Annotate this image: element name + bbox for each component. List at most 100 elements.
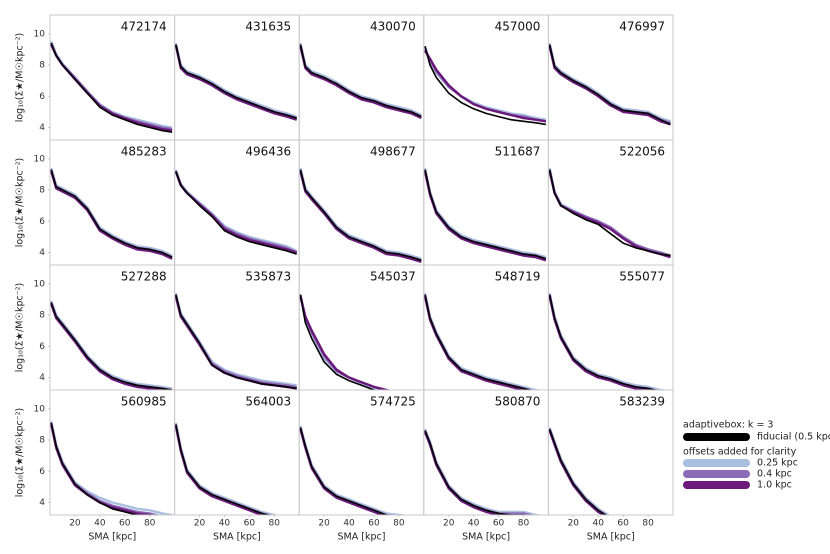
profile-line <box>299 44 422 118</box>
panel <box>548 292 669 390</box>
y-tick-label: 8 <box>39 311 45 321</box>
x-tick-label: 60 <box>493 519 505 529</box>
x-axis-label: SMA [kpc] <box>88 532 136 543</box>
panel-frame <box>49 14 176 141</box>
profile-line <box>548 428 608 515</box>
y-tick-label: 4 <box>39 373 45 383</box>
panel-title: 511687 <box>495 145 541 159</box>
profile-line <box>548 171 671 259</box>
x-axis-label: SMA [kpc] <box>462 532 510 543</box>
panel-title: 535873 <box>245 270 291 284</box>
profile-line <box>50 167 173 257</box>
x-tick-label: 80 <box>642 519 654 529</box>
y-axis-label: log₁₀(Σ★/M☉kpc⁻²) <box>15 158 26 248</box>
profile-line <box>299 427 393 515</box>
profile-line <box>50 302 173 390</box>
profile-line <box>548 169 671 257</box>
x-axis-label: SMA [kpc] <box>338 532 386 543</box>
profile-line <box>548 294 658 390</box>
panel-title: 522056 <box>619 145 665 159</box>
panel-frame <box>423 389 549 516</box>
x-tick-label: 20 <box>568 519 580 529</box>
profile-line <box>423 50 547 123</box>
y-tick-label: 8 <box>39 186 45 196</box>
panel <box>299 294 392 390</box>
profile-line <box>299 169 422 262</box>
legend-label: 1.0 kpc <box>757 480 792 491</box>
x-axis-label: SMA [kpc] <box>213 532 261 543</box>
profile-line <box>548 44 671 126</box>
y-tick-label: 4 <box>39 123 45 133</box>
profile-line <box>50 44 173 132</box>
profile-line <box>50 42 173 133</box>
profile-line <box>423 171 547 262</box>
profile-line <box>423 428 544 515</box>
profile-line <box>174 425 267 515</box>
x-tick-label: 40 <box>219 519 231 529</box>
panel-title: 476997 <box>619 20 665 34</box>
y-tick-label: 10 <box>34 29 46 39</box>
x-tick-label: 60 <box>244 519 256 529</box>
panel-title: 548719 <box>495 270 541 284</box>
panel-frame <box>547 139 674 266</box>
y-tick-label: 6 <box>39 467 45 477</box>
profile-line <box>423 430 535 515</box>
profile-line <box>299 294 378 390</box>
profile-line <box>50 170 173 260</box>
profile-line <box>50 42 173 131</box>
panel-title: 580870 <box>495 395 541 409</box>
panel <box>174 169 298 255</box>
y-tick-label: 6 <box>39 342 45 352</box>
x-tick-label: 40 <box>468 519 480 529</box>
x-tick-label: 20 <box>443 519 455 529</box>
x-tick-label: 20 <box>69 519 81 529</box>
panel-frame <box>298 264 425 391</box>
panel-frame <box>49 389 176 516</box>
x-axis-label: SMA [kpc] <box>587 532 635 543</box>
x-tick-label: 80 <box>269 519 281 529</box>
x-tick-label: 40 <box>94 519 106 529</box>
profile-line <box>50 169 173 259</box>
profile-line <box>175 44 297 119</box>
panel <box>50 300 173 390</box>
panel-title: 527288 <box>121 270 167 284</box>
profile-line <box>548 167 671 257</box>
panel-title: 583239 <box>619 395 665 409</box>
panel <box>299 167 422 264</box>
profile-line <box>174 44 298 120</box>
x-tick-label: 80 <box>393 519 405 529</box>
profile-line <box>548 292 669 390</box>
panel-title: 545037 <box>370 270 416 284</box>
x-tick-label: 80 <box>144 519 156 529</box>
panel-frame <box>423 264 549 391</box>
panel-frame <box>547 264 674 391</box>
panel-title: 555077 <box>619 270 665 284</box>
profile-line <box>423 292 544 390</box>
panel <box>548 42 671 126</box>
panel-title: 431635 <box>245 20 291 34</box>
panel-frame <box>49 264 176 391</box>
panel-frame <box>49 139 176 266</box>
panel <box>423 292 544 390</box>
profile-line <box>548 428 608 515</box>
panel-frame <box>547 389 674 516</box>
profile-line <box>299 46 422 120</box>
panel <box>50 41 173 133</box>
y-axis-label: log₁₀(Σ★/M☉kpc⁻²) <box>15 283 26 373</box>
y-tick-label: 10 <box>34 404 46 414</box>
profile-line <box>174 170 298 254</box>
profile-line <box>175 294 297 390</box>
y-axis-label: log₁₀(Σ★/M☉kpc⁻²) <box>15 408 26 498</box>
profile-line <box>50 300 173 390</box>
profile-line <box>548 427 611 515</box>
profile-line <box>424 294 533 390</box>
profile-line <box>548 430 606 515</box>
panel-title: 457000 <box>495 20 541 34</box>
x-tick-label: 20 <box>318 519 330 529</box>
profile-line <box>299 42 422 117</box>
profile-line <box>299 44 422 118</box>
x-tick-label: 40 <box>593 519 605 529</box>
panel-title: 485283 <box>121 145 167 159</box>
profile-line <box>299 171 422 264</box>
y-tick-label: 6 <box>39 92 45 102</box>
